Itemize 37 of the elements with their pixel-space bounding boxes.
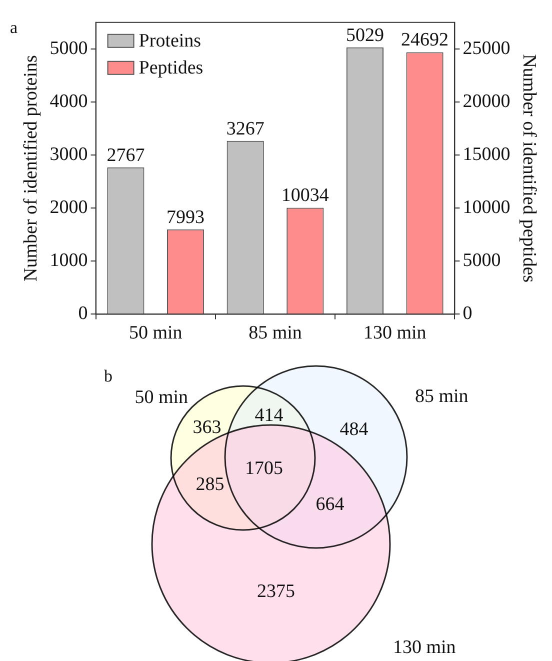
data-label: 5029 bbox=[346, 24, 384, 46]
y-axis-title: Number of identified proteins bbox=[20, 55, 42, 282]
legend-label: Proteins bbox=[138, 30, 202, 52]
text: b bbox=[104, 366, 112, 386]
data-label: 10034 bbox=[281, 185, 330, 206]
data-label: 3267 bbox=[226, 118, 264, 140]
text: a bbox=[10, 18, 18, 37]
x-tick-label: 130 min bbox=[363, 322, 427, 344]
text: 414 bbox=[254, 404, 284, 426]
category-label: 130 min bbox=[393, 636, 456, 658]
x-tick-label: 50 min bbox=[128, 322, 183, 344]
y-tick-label: 2000 bbox=[50, 197, 88, 218]
text: 285 bbox=[196, 474, 224, 495]
y2-tick-label: 0 bbox=[462, 303, 472, 324]
y2-axis-title: Number of identified peptides bbox=[518, 54, 540, 283]
y2-tick-label: 5000 bbox=[462, 250, 501, 272]
text: 363 bbox=[192, 416, 222, 438]
category-label: 85 min bbox=[415, 386, 469, 407]
y2-tick-label: 10000 bbox=[462, 197, 510, 218]
y-tick-label: 5000 bbox=[50, 38, 88, 59]
category-label: 50 min bbox=[134, 386, 188, 408]
data-label: 7993 bbox=[166, 206, 205, 228]
y-tick-label: 0 bbox=[78, 303, 88, 324]
y2-tick-label: 25000 bbox=[462, 38, 510, 59]
y2-tick-label: 15000 bbox=[462, 144, 510, 166]
legend-label: Peptides bbox=[138, 57, 204, 78]
text: 2375 bbox=[257, 580, 295, 602]
y-tick-label: 4000 bbox=[50, 90, 88, 112]
text: 484 bbox=[340, 418, 369, 440]
x-tick-label: 85 min bbox=[248, 322, 302, 344]
y-tick-label: 3000 bbox=[50, 144, 88, 166]
text: 1705 bbox=[245, 458, 283, 479]
text: 664 bbox=[316, 494, 345, 515]
data-label: 24692 bbox=[401, 30, 449, 51]
data-label: 2767 bbox=[106, 144, 145, 166]
y-tick-label: 1000 bbox=[50, 250, 88, 272]
y2-tick-label: 20000 bbox=[462, 90, 510, 112]
